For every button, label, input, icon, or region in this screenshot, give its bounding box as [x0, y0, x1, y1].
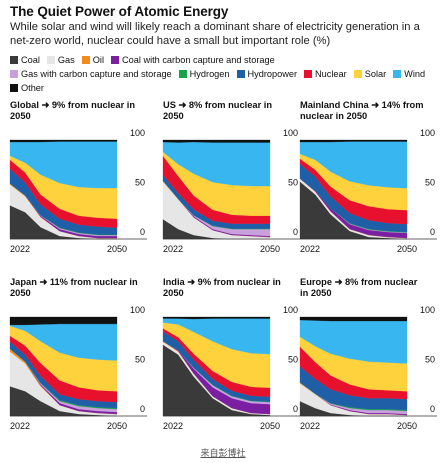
legend-label: Coal — [21, 55, 40, 65]
legend-label: Hydropower — [247, 68, 298, 79]
x-tick-label: 2050 — [397, 421, 417, 431]
x-tick-label: 2050 — [260, 244, 280, 254]
y-tick-label: 100 — [283, 305, 298, 315]
panel-us: US ➜ 8% from nuclear in 2050 0 50 100 2022 2… — [162, 100, 303, 258]
chart-title: The Quiet Power of Atomic Energy — [10, 4, 229, 19]
legend-swatch — [393, 70, 402, 78]
legend-swatch — [178, 70, 187, 78]
area-other — [9, 316, 118, 326]
legend-swatch — [353, 70, 362, 78]
area-other — [9, 139, 118, 143]
legend-item: Solar — [353, 68, 387, 81]
legend-item: Gas with carbon capture and storage — [10, 68, 172, 81]
y-tick-label: 0 — [293, 404, 298, 414]
legend-label: Other — [21, 82, 44, 93]
source-link[interactable]: 来自彭博社 — [200, 448, 246, 458]
x-tick-label: 2050 — [107, 421, 127, 431]
chart-subtitle: While solar and wind will likely reach a… — [10, 21, 420, 47]
legend-label: Coal with carbon capture and storage — [122, 55, 275, 65]
y-tick-label: 0 — [430, 227, 435, 237]
panel-title: Europe ➜ 8% from nuclear in 2050 — [300, 277, 418, 298]
y-tick-label: 100 — [420, 305, 435, 315]
legend-label: Hydrogen — [189, 68, 230, 79]
y-tick-label: 100 — [130, 128, 145, 138]
x-tick-label: 2022 — [300, 244, 320, 254]
legend-swatch — [81, 56, 90, 65]
y-tick-label: 100 — [283, 128, 298, 138]
legend-item: Coal with carbon capture and storage — [111, 54, 275, 67]
area-other — [162, 316, 271, 320]
legend-label: Gas with carbon capture and storage — [21, 68, 172, 79]
panel-title: Global ➜ 9% from nuclear in 2050 — [10, 100, 136, 121]
legend-swatch — [304, 70, 313, 78]
legend-item: Wind — [393, 68, 425, 81]
legend-item: Oil — [81, 54, 104, 67]
y-tick-label: 100 — [130, 305, 145, 315]
y-tick-label: 50 — [288, 178, 298, 188]
legend-label: Solar — [364, 68, 387, 79]
x-tick-label: 2022 — [10, 244, 30, 254]
panel-mainland-china: Mainland China ➜ 14% from nuclear in 205… — [299, 100, 440, 258]
x-tick-label: 2022 — [10, 421, 30, 431]
panel-title: Mainland China ➜ 14% from nuclear in 205… — [300, 100, 424, 121]
area-chart-india: 0 50 100 2022 2050 — [162, 305, 300, 431]
panel-title: Japan ➜ 11% from nuclear in 2050 — [10, 277, 138, 298]
area-other — [299, 139, 408, 143]
panel-title: India ➜ 9% from nuclear in 2050 — [163, 277, 281, 298]
legend-item: Hydropower — [236, 68, 298, 81]
legend-swatch — [10, 56, 18, 65]
area-chart-japan: 0 50 100 2022 2050 — [9, 305, 147, 431]
y-tick-label: 0 — [430, 404, 435, 414]
panel-title: US ➜ 8% from nuclear in 2050 — [163, 100, 273, 121]
panel-europe: Europe ➜ 8% from nuclear in 2050 0 50 100 2… — [299, 277, 440, 435]
y-tick-label: 50 — [425, 355, 435, 365]
legend-item: Coal — [10, 54, 40, 67]
area-chart-europe: 0 50 100 2022 2050 — [299, 305, 437, 431]
legend-label: Wind — [404, 68, 426, 79]
area-chart-us: 0 50 100 2022 2050 — [162, 128, 300, 254]
area-chart-mainland-china: 0 50 100 2022 2050 — [299, 128, 437, 254]
legend-item: Other — [10, 82, 44, 95]
y-tick-label: 50 — [288, 355, 298, 365]
area-other — [299, 316, 408, 322]
x-tick-label: 2050 — [107, 244, 127, 254]
legend-item: Gas — [46, 54, 75, 67]
x-tick-label: 2050 — [260, 421, 280, 431]
panel-global: Global ➜ 9% from nuclear in 2050 0 50 100 2… — [9, 100, 150, 258]
panel-japan: Japan ➜ 11% from nuclear in 2050 0 50 100 2… — [9, 277, 150, 435]
y-tick-label: 50 — [425, 178, 435, 188]
x-tick-label: 2050 — [397, 244, 417, 254]
panel-india: India ➜ 9% from nuclear in 2050 0 50 100 20… — [162, 277, 303, 435]
legend-swatch — [111, 56, 119, 65]
x-tick-label: 2022 — [300, 421, 320, 431]
y-tick-label: 0 — [140, 404, 145, 414]
legend-label: Oil — [92, 55, 104, 65]
legend-item: Hydrogen — [178, 68, 230, 81]
x-tick-label: 2022 — [163, 421, 183, 431]
legend-swatch — [10, 70, 18, 78]
area-other — [162, 139, 271, 143]
legend-swatch — [236, 70, 245, 78]
legend-label: Gas — [57, 55, 75, 65]
legend-swatch — [46, 56, 55, 65]
y-tick-label: 100 — [420, 128, 435, 138]
chart-legend: Coal Gas Oil Coal with carbon capture and s… — [10, 54, 442, 95]
legend-swatch — [10, 83, 18, 92]
legend-label: Nuclear — [315, 68, 347, 79]
x-tick-label: 2022 — [163, 244, 183, 254]
y-tick-label: 0 — [293, 227, 298, 237]
y-tick-label: 0 — [140, 227, 145, 237]
area-chart-global: 0 50 100 2022 2050 — [9, 128, 147, 254]
y-tick-label: 50 — [135, 355, 145, 365]
y-tick-label: 50 — [135, 178, 145, 188]
legend-item: Nuclear — [304, 68, 347, 81]
